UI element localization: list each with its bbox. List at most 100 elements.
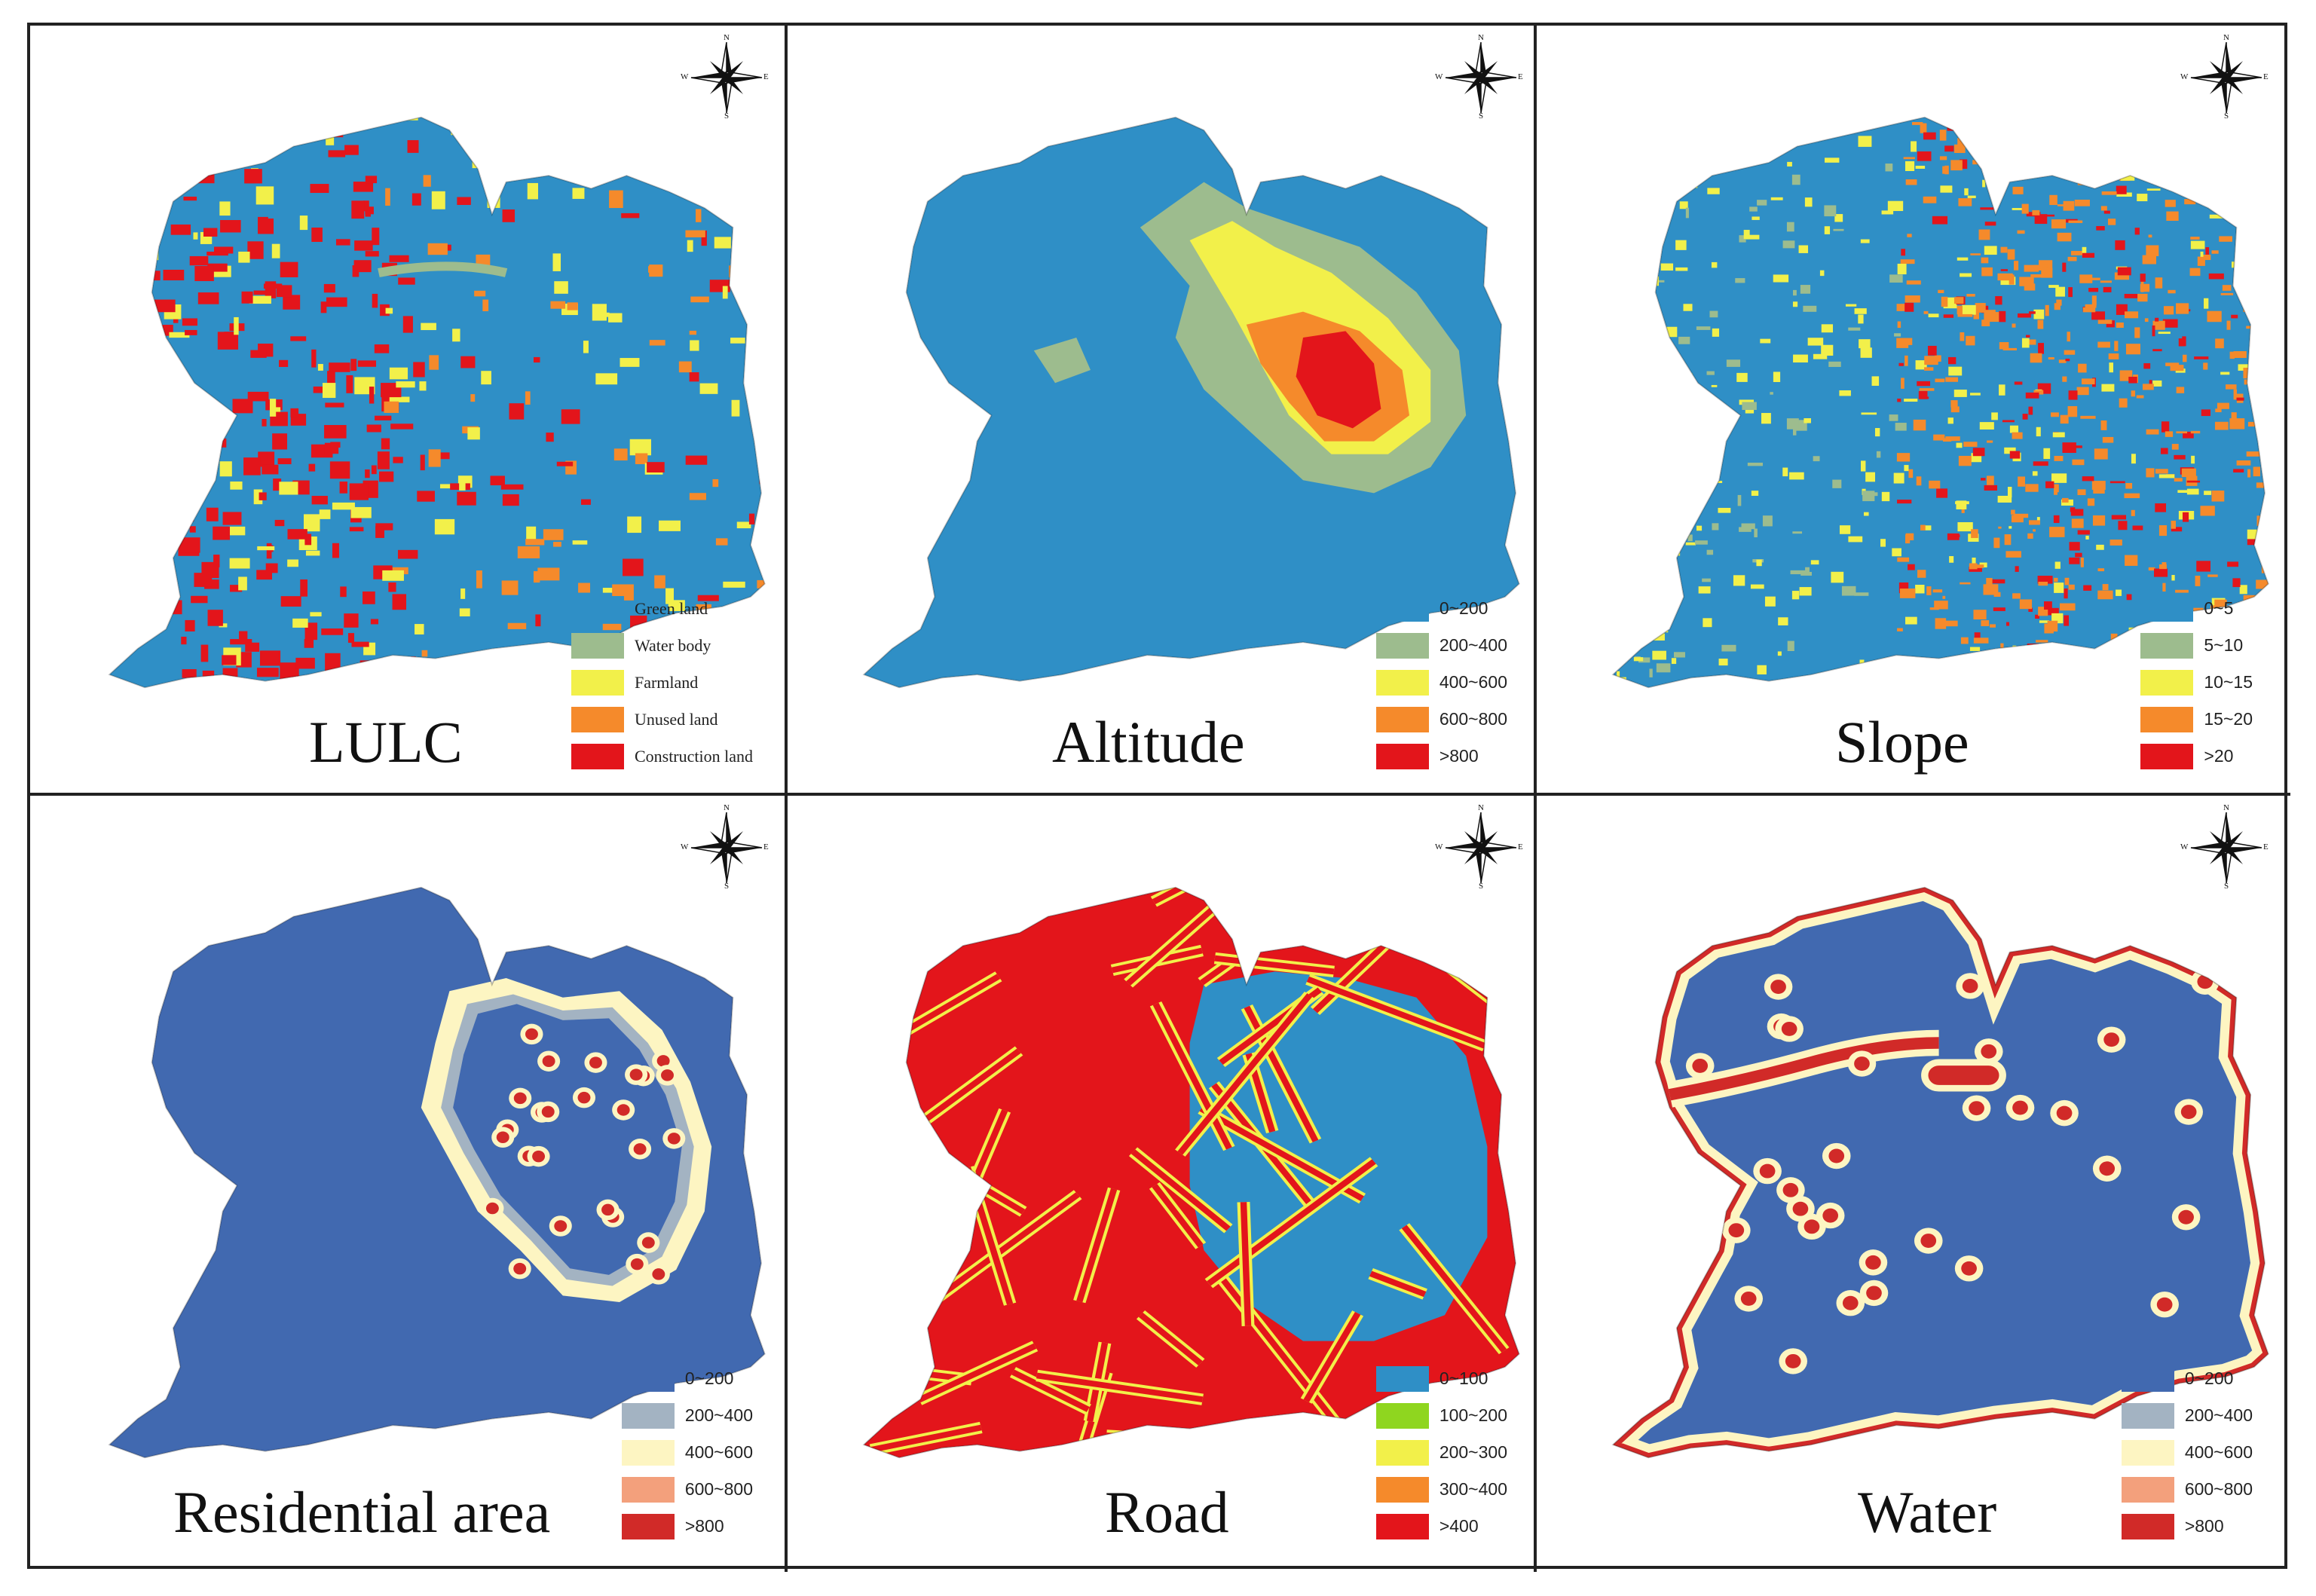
legend-item: 400~600	[621, 1434, 753, 1471]
legend-item: >800	[621, 1508, 753, 1545]
compass-label-n: N	[1478, 803, 1484, 812]
legend-swatch	[571, 595, 624, 622]
legend-swatch	[1375, 632, 1429, 659]
figure-frame: N S E W LULC Green land Water body Farmland Unus…	[27, 23, 2290, 1572]
legend-label: 100~200	[1439, 1405, 1507, 1425]
panel-divider	[30, 793, 2290, 796]
compass-label-w: W	[681, 842, 689, 852]
north-arrow-icon: N S E W	[1435, 33, 1523, 121]
compass-label-n: N	[1478, 33, 1484, 42]
legend-label: 600~800	[684, 1479, 753, 1499]
legend-item: Farmland	[571, 664, 753, 701]
legend-item: 0~100	[1375, 1360, 1507, 1397]
legend-item: >400	[1375, 1508, 1507, 1545]
legend-swatch	[2140, 743, 2194, 769]
legend-label: 200~400	[2184, 1405, 2253, 1425]
legend-item: 600~800	[621, 1471, 753, 1508]
panel-water: N S E W Water 0~200 200~400 400~600 600~800 >800	[1534, 796, 2284, 1563]
compass-label-n: N	[724, 803, 730, 812]
compass-label-e: E	[1518, 842, 1523, 852]
compass-label-w: W	[1435, 72, 1443, 81]
compass-label-e: E	[763, 842, 769, 852]
compass-label-s: S	[2224, 882, 2229, 891]
panel-divider	[1534, 26, 1537, 1572]
legend-item: Construction land	[571, 738, 753, 775]
north-arrow-icon: N S E W	[2180, 33, 2269, 121]
altitude-map	[862, 116, 1520, 689]
legend-item: 200~400	[2121, 1397, 2253, 1434]
north-arrow-icon: N S E W	[2180, 803, 2269, 891]
panel-slope: N S E W Slope 0~5 5~10 10~15 15~20 >20	[1534, 26, 2284, 793]
legend-label: 400~600	[1439, 672, 1507, 692]
legend-swatch	[571, 706, 624, 732]
north-arrow-icon: N S E W	[681, 803, 769, 891]
legend-item: 0~5	[2140, 590, 2253, 627]
compass-label-w: W	[681, 72, 689, 81]
compass-label-s: S	[724, 112, 730, 121]
legend-swatch	[1375, 1439, 1429, 1466]
road-map	[862, 886, 1520, 1459]
legend-label: 0~200	[2184, 1368, 2234, 1388]
legend-label: 200~300	[1439, 1442, 1507, 1462]
legend-label: Farmland	[634, 672, 699, 692]
legend-swatch	[571, 743, 624, 769]
legend-swatch	[1375, 595, 1429, 622]
legend-item: Water body	[571, 627, 753, 664]
legend-item: 600~800	[2121, 1471, 2253, 1508]
legend: 0~200 200~400 400~600 600~800 >800	[2121, 1360, 2253, 1545]
legend-label: >800	[684, 1516, 724, 1536]
compass-label-n: N	[2223, 803, 2229, 812]
legend-item: >800	[2121, 1508, 2253, 1545]
legend-item: 200~300	[1375, 1434, 1507, 1471]
legend-swatch	[571, 632, 624, 659]
residential-map	[108, 886, 766, 1459]
panel-title: Slope	[1835, 709, 1969, 775]
compass-label-e: E	[1518, 72, 1523, 81]
legend-swatch	[2121, 1439, 2174, 1466]
panel-title: Water	[1858, 1479, 1997, 1545]
legend-swatch	[2121, 1513, 2174, 1539]
legend-swatch	[2121, 1365, 2174, 1392]
panel-lulc: N S E W LULC Green land Water body Farmland Unus…	[30, 26, 785, 793]
legend-swatch	[2140, 595, 2194, 622]
legend-item: 400~600	[2121, 1434, 2253, 1471]
legend-label: 0~100	[1439, 1368, 1488, 1388]
lulc-map	[108, 116, 766, 689]
legend: 0~5 5~10 10~15 15~20 >20	[2140, 590, 2253, 775]
legend-swatch	[571, 669, 624, 696]
compass-label-w: W	[2180, 842, 2189, 852]
legend-swatch	[621, 1513, 675, 1539]
legend-item: 100~200	[1375, 1397, 1507, 1434]
legend-label: 0~200	[1439, 598, 1488, 618]
compass-label-e: E	[2263, 72, 2269, 81]
legend-item: 0~200	[621, 1360, 753, 1397]
compass-label-s: S	[1479, 112, 1484, 121]
legend-item: 10~15	[2140, 664, 2253, 701]
legend-label: Unused land	[634, 709, 718, 729]
north-arrow-icon: N S E W	[1435, 803, 1523, 891]
legend-item: 15~20	[2140, 701, 2253, 738]
legend-label: 200~400	[684, 1405, 753, 1425]
legend-item: 0~200	[1375, 590, 1507, 627]
compass-label-w: W	[1435, 842, 1443, 852]
panel-title: Residential area	[173, 1479, 551, 1545]
legend-label: 400~600	[2184, 1442, 2253, 1462]
legend-label: >400	[1439, 1516, 1479, 1536]
legend-swatch	[2140, 632, 2194, 659]
panel-road: N S E W Road 0~100 100~200 200~300 300~400 >400	[785, 796, 1539, 1563]
legend-swatch	[2140, 669, 2194, 696]
legend-label: 5~10	[2204, 635, 2244, 655]
legend-item: >800	[1375, 738, 1507, 775]
legend-swatch	[1375, 1513, 1429, 1539]
legend: 0~200 200~400 400~600 600~800 >800	[1375, 590, 1507, 775]
panel-title: LULC	[309, 709, 463, 775]
water-map	[1611, 886, 2269, 1459]
legend-swatch	[621, 1476, 675, 1503]
legend-label: 0~200	[684, 1368, 734, 1388]
legend-swatch	[2140, 706, 2194, 732]
legend-label: 600~800	[1439, 709, 1507, 729]
legend-label: 400~600	[684, 1442, 753, 1462]
legend-item: 400~600	[1375, 664, 1507, 701]
panel-divider	[785, 26, 788, 1572]
legend-swatch	[621, 1439, 675, 1466]
